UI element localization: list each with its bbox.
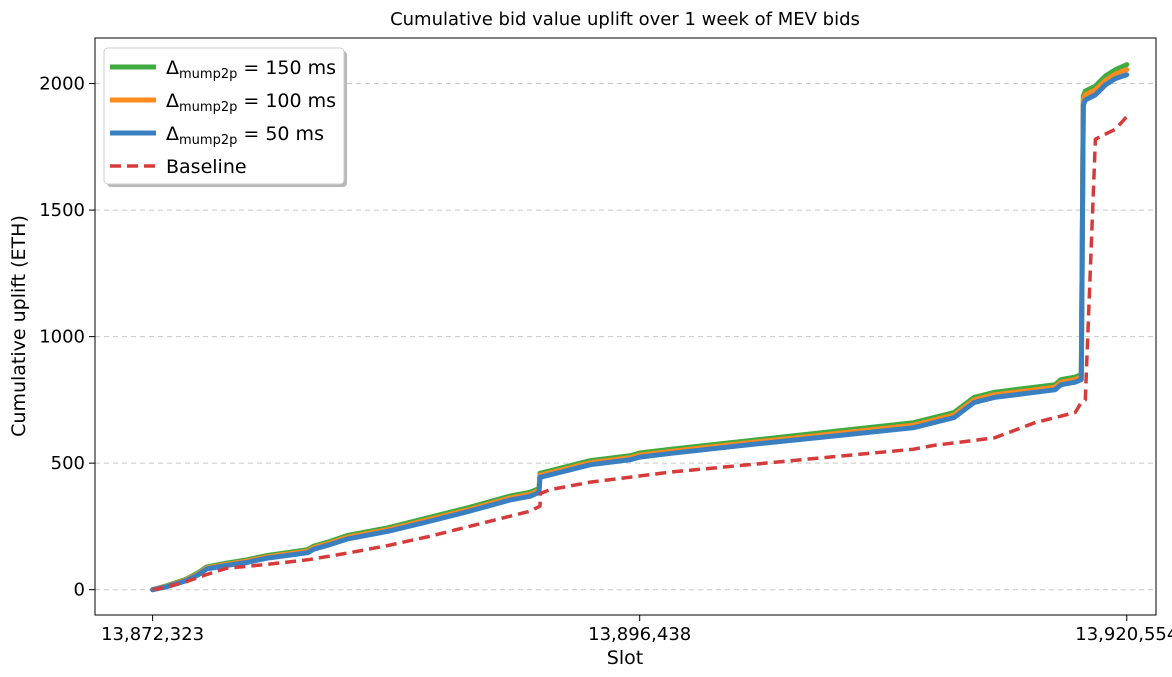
legend: Δmump2p = 150 ms Δmump2p = 100 ms Δmump2p … bbox=[103, 47, 347, 187]
y-tick-label: 500 bbox=[51, 453, 85, 474]
y-tick-label: 1500 bbox=[39, 200, 85, 221]
y-tick-label: 0 bbox=[74, 580, 85, 601]
x-axis-label: Slot bbox=[607, 647, 643, 669]
x-tick-label: 13,872,323 bbox=[101, 624, 204, 645]
series-lines bbox=[150, 62, 1130, 593]
x-tick-label: 13,920,554 bbox=[1075, 624, 1172, 645]
y-tick-label: 2000 bbox=[39, 74, 85, 95]
chart-title: Cumulative bid value uplift over 1 week … bbox=[390, 9, 860, 30]
grid-lines bbox=[95, 83, 1156, 591]
plot-frame bbox=[94, 37, 1157, 616]
series-line-baseline bbox=[152, 115, 1129, 592]
x-tick-label: 13,896,438 bbox=[588, 624, 691, 645]
legend-label: Δmump2p = 100 ms bbox=[166, 90, 336, 115]
legend-label: Δmump2p = 150 ms bbox=[166, 57, 336, 82]
y-tick-label: 1000 bbox=[39, 327, 85, 348]
y-axis-label: Cumulative uplift (ETH) bbox=[8, 215, 30, 437]
legend-label: Baseline bbox=[166, 156, 247, 178]
series-line-50ms bbox=[150, 72, 1130, 593]
legend-label: Δmump2p = 50 ms bbox=[166, 123, 324, 148]
legend-box bbox=[103, 47, 345, 185]
axis-ticks: 0 500 1000 1500 2000 13,872,323 13,896,438 13,9… bbox=[39, 74, 1172, 645]
